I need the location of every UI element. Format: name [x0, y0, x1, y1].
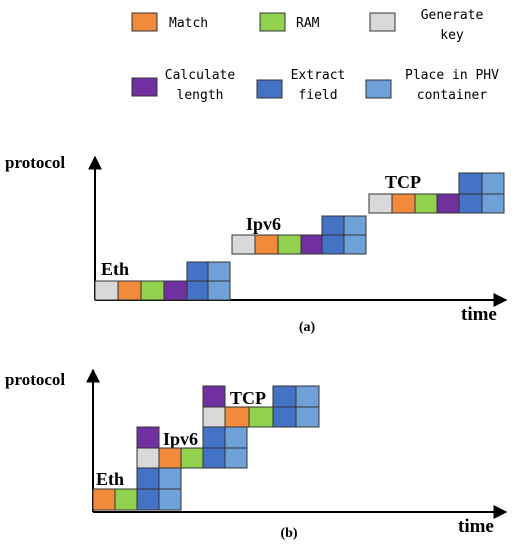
legend-swatch-generate-key [369, 12, 396, 32]
legend-item-calculate-length: Calculate length [131, 68, 236, 103]
cell-ram [277, 234, 302, 255]
legend-swatch-ram [259, 12, 286, 32]
diagram-b: protocol time (b) Eth Ipv6 TCP [5, 368, 508, 541]
cell-generate-key [94, 280, 119, 301]
cell-extract-field [186, 280, 209, 301]
diagram-a-xlabel: time [461, 304, 497, 325]
cell-place-in-phv [207, 280, 231, 301]
diagram-a-label-tcp: TCP [385, 172, 421, 192]
cell-extract-field [202, 447, 226, 469]
cell-generate-key [136, 447, 160, 469]
legend-label-place-in-phv-1: Place in PHV [405, 68, 499, 83]
legend-item-ram: RAM [259, 12, 320, 32]
cell-place-in-phv [343, 215, 367, 236]
cell-ram [140, 280, 165, 301]
cell-calculate-length [163, 280, 188, 301]
legend-swatch-place-in-phv [365, 79, 392, 99]
diagram-a-stage-tcp [368, 172, 505, 214]
cell-extract-field [458, 193, 483, 214]
legend-swatch-calculate-length [131, 77, 158, 97]
legend: Match RAM Generate key Calculate length … [131, 8, 499, 103]
cell-place-in-phv [481, 172, 505, 195]
cell-match [254, 234, 279, 255]
cell-extract-field [202, 426, 226, 449]
legend-item-extract-field: Extract field [256, 68, 346, 103]
cell-calculate-length [136, 426, 160, 449]
cell-place-in-phv [224, 447, 248, 469]
cell-extract-field [321, 215, 345, 236]
cell-calculate-length [202, 385, 226, 408]
cell-extract-field [272, 406, 297, 428]
diagram-a-label-ipv6: Ipv6 [246, 214, 281, 234]
legend-label-ram: RAM [296, 16, 320, 31]
cell-extract-field [458, 172, 483, 195]
cell-match [92, 488, 116, 511]
diagram-b-xlabel: time [458, 516, 494, 537]
diagram-b-label-ipv6: Ipv6 [163, 429, 198, 449]
diagram-a-label-eth: Eth [101, 259, 129, 279]
legend-item-match: Match [131, 12, 208, 32]
legend-swatch-extract-field [256, 79, 283, 99]
cell-ram [414, 193, 438, 214]
diagram-a-ylabel: protocol [5, 153, 65, 172]
cell-extract-field [321, 234, 345, 255]
cell-place-in-phv [158, 467, 182, 490]
diagram-a: protocol time (a) Eth Ipv6 TCP [5, 153, 508, 335]
diagram-b-label-eth: Eth [96, 469, 124, 489]
cell-calculate-length [300, 234, 323, 255]
cell-match [117, 280, 142, 301]
cell-extract-field [186, 261, 209, 282]
cell-match [391, 193, 416, 214]
cell-place-in-phv [207, 261, 231, 282]
cell-generate-key [368, 193, 393, 214]
diagram-b-stage-eth [92, 426, 182, 511]
diagram-b-label-tcp: TCP [230, 388, 266, 408]
cell-ram [248, 406, 274, 428]
cell-generate-key [202, 406, 226, 428]
legend-label-calculate-length-2: length [177, 88, 224, 103]
cell-place-in-phv [158, 488, 182, 511]
diagram-a-caption: (a) [299, 320, 316, 335]
legend-item-generate-key: Generate key [369, 8, 484, 43]
diagram-b-ylabel: protocol [5, 370, 65, 389]
diagram-b-stage-tcp [224, 385, 320, 428]
diagram-a-stage-eth [94, 261, 231, 301]
cell-extract-field [272, 385, 297, 408]
legend-swatch-match [131, 12, 158, 32]
diagram-b-stage-ipv6 [158, 385, 248, 469]
legend-label-extract-field-1: Extract [291, 68, 346, 83]
legend-label-extract-field-2: field [298, 88, 337, 103]
cell-place-in-phv [295, 406, 320, 428]
cell-calculate-length [436, 193, 460, 214]
cell-match [224, 406, 250, 428]
diagram-b-caption: (b) [280, 526, 297, 541]
legend-item-place-in-phv: Place in PHV container [365, 68, 499, 103]
legend-label-place-in-phv-2: container [417, 88, 488, 103]
legend-label-generate-key-2: key [440, 28, 464, 43]
cell-place-in-phv [224, 426, 248, 449]
cell-ram [114, 488, 138, 511]
cell-extract-field [136, 467, 160, 490]
legend-label-calculate-length-1: Calculate [165, 68, 236, 83]
cell-place-in-phv [481, 193, 505, 214]
cell-place-in-phv [343, 234, 367, 255]
cell-ram [180, 447, 204, 469]
cell-extract-field [136, 488, 160, 511]
cell-generate-key [231, 234, 256, 255]
legend-label-generate-key-1: Generate [421, 8, 484, 23]
diagram-a-stage-ipv6 [231, 215, 367, 255]
cell-place-in-phv [295, 385, 320, 408]
cell-match [158, 447, 182, 469]
legend-label-match: Match [169, 16, 208, 31]
